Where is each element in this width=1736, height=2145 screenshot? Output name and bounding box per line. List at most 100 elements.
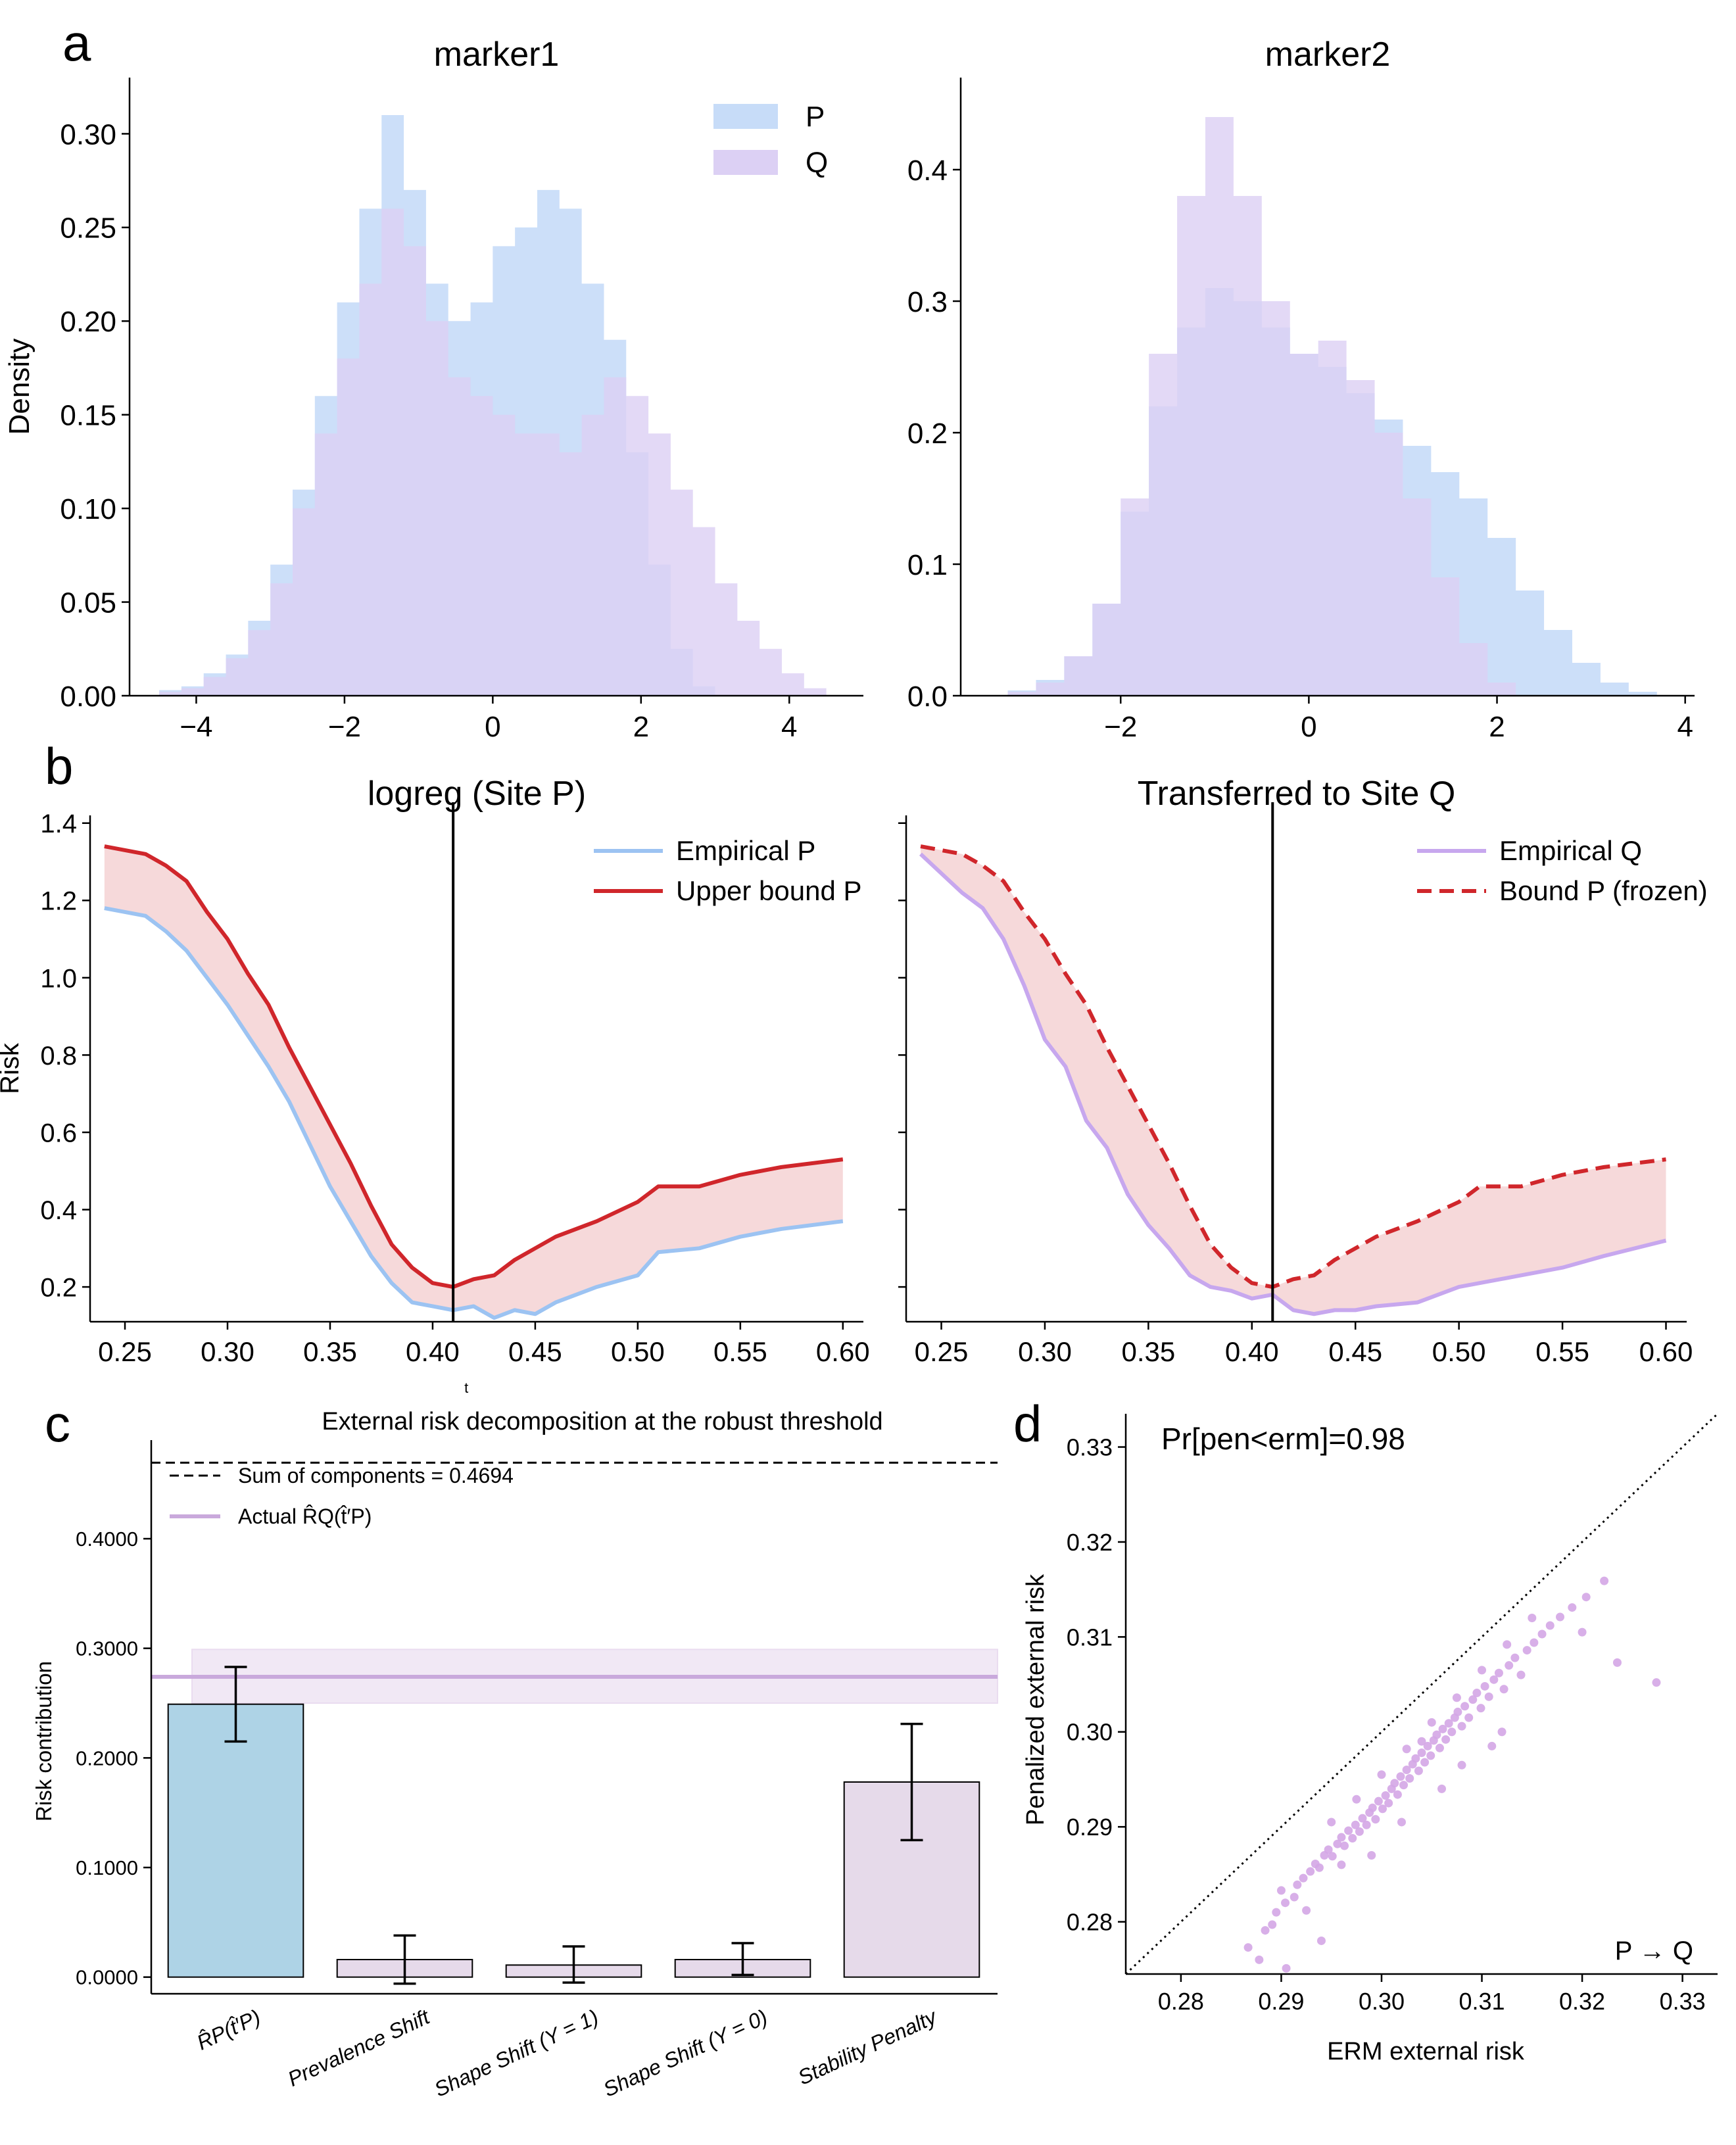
- chart-title: Transferred to Site Q: [1138, 775, 1456, 813]
- chart-title: marker2: [1265, 36, 1391, 74]
- y-tick-label: 0.05: [60, 587, 116, 619]
- scatter-point: [1441, 1735, 1451, 1744]
- x-tick-label: 0.29: [1258, 1988, 1304, 2015]
- y-tick-label: 1.2: [40, 887, 77, 916]
- scatter-point: [1612, 1658, 1622, 1667]
- y-tick-label: 0.2: [907, 418, 948, 450]
- scatter-point: [1344, 1826, 1353, 1835]
- scatter-point: [1444, 1719, 1453, 1728]
- scatter-point: [1505, 1661, 1514, 1670]
- y-tick-label: 0.2000: [76, 1747, 138, 1770]
- scatter-point: [1306, 1867, 1315, 1876]
- scatter-point: [1324, 1845, 1333, 1854]
- scatter-point: [1472, 1689, 1482, 1698]
- x-tick-label: 0.40: [406, 1336, 460, 1367]
- y-tick-label: 0.30: [1067, 1719, 1113, 1746]
- panel-label: c: [45, 1395, 70, 1453]
- scatter-point: [1378, 1804, 1387, 1814]
- panel-label: b: [45, 737, 73, 795]
- scatter-point: [1243, 1943, 1253, 1952]
- x-tick-label: 0.50: [611, 1336, 665, 1367]
- scatter-point: [1362, 1820, 1371, 1829]
- hist-q: [1007, 117, 1516, 696]
- scatter-point: [1510, 1653, 1520, 1662]
- scatter-point: [1499, 1685, 1508, 1694]
- x-tick-label: 0: [1301, 711, 1316, 743]
- y-tick-label: 0.29: [1067, 1814, 1113, 1841]
- y-tick-label: 0.4000: [76, 1528, 138, 1551]
- y-tick-label: 1.4: [40, 809, 77, 838]
- x-tick-label: 0.55: [1535, 1336, 1589, 1367]
- scatter-point: [1272, 1908, 1281, 1917]
- scatter-point: [1355, 1827, 1364, 1836]
- x-tick-label: 0.30: [1359, 1988, 1405, 2015]
- y-tick-label: 0.4: [40, 1196, 77, 1225]
- scatter-point: [1316, 1936, 1326, 1945]
- hist-q: [159, 208, 827, 696]
- scatter-point: [1426, 1751, 1435, 1760]
- x-tick-label: 0.35: [303, 1336, 357, 1367]
- y-tick-label: 0.00: [60, 681, 116, 713]
- legend-label: Upper bound P: [676, 875, 862, 906]
- scatter-point: [1478, 1666, 1487, 1675]
- y-tick-label: 0.1000: [76, 1856, 138, 1879]
- y-tick-label: 0.10: [60, 493, 116, 525]
- panel-a-marker1: −4 −2 0 2 4 0.00 0.05 0.10 0.15 0.20 0.25 0.30 marke…: [3, 14, 863, 743]
- y-tick-label: 0.33: [1067, 1434, 1113, 1461]
- x-tick-label: 0.30: [201, 1336, 254, 1367]
- scatter-point: [1348, 1833, 1357, 1843]
- scatter-point: [1468, 1695, 1478, 1704]
- scatter-point: [1494, 1668, 1503, 1677]
- y-tick-label: 0.3000: [76, 1637, 138, 1660]
- direction-annotation: P → Q: [1615, 1937, 1693, 1965]
- x-tick-label: 0.25: [915, 1336, 969, 1367]
- x-tick-label: 0.40: [1225, 1336, 1279, 1367]
- scatter-point: [1384, 1798, 1393, 1808]
- legend-label: P: [806, 101, 825, 133]
- y-axis-label: Density: [3, 339, 36, 435]
- scatter-point: [1652, 1678, 1661, 1687]
- y-tick-label: 0.4: [907, 155, 948, 187]
- line-bound: [920, 844, 1666, 1289]
- legend-swatch-q: [713, 150, 778, 175]
- scatter-point: [1522, 1646, 1531, 1655]
- scatter-point: [1497, 1727, 1507, 1737]
- scatter-point: [1268, 1920, 1277, 1929]
- scatter-point: [1423, 1741, 1432, 1750]
- x-axis-label: t: [464, 1380, 468, 1396]
- x-tick-label: 4: [1677, 711, 1693, 743]
- x-tick-label: −2: [328, 711, 361, 743]
- scatter-point: [1435, 1743, 1444, 1752]
- x-tick-label: 0.50: [1432, 1336, 1486, 1367]
- scatter-point: [1447, 1727, 1457, 1737]
- panel-label: d: [1013, 1395, 1042, 1453]
- y-tick-label: 0.25: [60, 212, 116, 245]
- y-tick-label: 0.0: [907, 681, 948, 713]
- scatter-point: [1299, 1873, 1308, 1883]
- y-tick-label: 0.31: [1067, 1624, 1113, 1651]
- y-tick-label: 0.15: [60, 400, 116, 432]
- x-tick-label: −2: [1104, 711, 1137, 743]
- scatter-point: [1352, 1795, 1361, 1804]
- scatter-point: [1427, 1718, 1436, 1727]
- scatter-point: [1302, 1906, 1311, 1915]
- scatter-point: [1411, 1754, 1420, 1763]
- panel-a-marker2: −2 0 2 4 0.0 0.1 0.2 0.3 0.4 marker2: [907, 36, 1695, 743]
- y-tick-label: 0.32: [1067, 1529, 1113, 1556]
- scatter-point: [1405, 1774, 1414, 1783]
- legend-swatch-p: [713, 104, 778, 129]
- scatter-point: [1327, 1818, 1336, 1827]
- x-axis-label: ERM external risk: [1327, 2038, 1525, 2065]
- legend-label: Actual R̂Q(t̂′P): [238, 1505, 372, 1528]
- chart-title: marker1: [434, 36, 560, 74]
- scatter-point: [1402, 1766, 1411, 1775]
- scatter-point: [1464, 1713, 1474, 1722]
- scatter-point: [1293, 1880, 1302, 1889]
- scatter-point: [1432, 1730, 1441, 1739]
- risk-gap-band: [104, 846, 843, 1318]
- x-tick-label: 0.60: [1639, 1336, 1693, 1367]
- y-axis-label: Penalized external risk: [1022, 1574, 1049, 1825]
- scatter-point: [1503, 1640, 1512, 1649]
- scatter-point: [1480, 1681, 1489, 1691]
